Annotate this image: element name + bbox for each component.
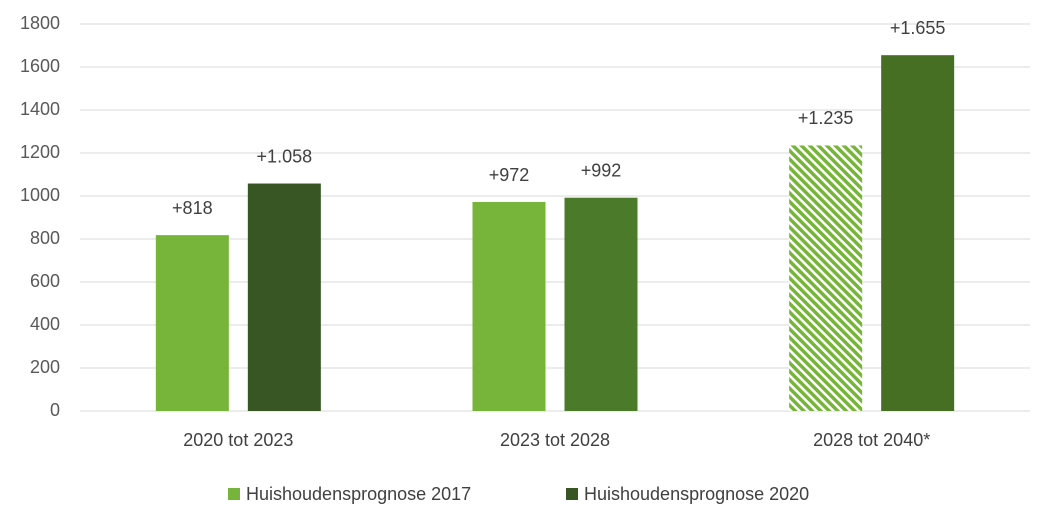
y-tick-label: 800 [30, 228, 60, 248]
y-tick-label: 1200 [20, 142, 60, 162]
data-label: +1.235 [798, 108, 854, 128]
data-label: +818 [172, 198, 213, 218]
x-tick-label: 2020 tot 2023 [183, 430, 293, 450]
y-tick-label: 600 [30, 271, 60, 291]
data-label: +1.058 [257, 146, 313, 166]
bar [472, 202, 546, 411]
data-label: +1.655 [890, 18, 946, 38]
legend-label: Huishoudensprognose 2020 [584, 484, 809, 504]
y-tick-label: 1000 [20, 185, 60, 205]
x-tick-label: 2028 tot 2040* [813, 430, 930, 450]
bar [881, 55, 955, 412]
data-label: +972 [489, 165, 530, 185]
y-tick-label: 400 [30, 314, 60, 334]
y-tick-label: 1400 [20, 99, 60, 119]
bar [247, 183, 321, 411]
y-tick-label: 1600 [20, 56, 60, 76]
y-tick-label: 200 [30, 357, 60, 377]
bar [564, 197, 638, 411]
legend-label: Huishoudensprognose 2017 [246, 484, 471, 504]
y-tick-label: 1800 [20, 13, 60, 33]
bar [789, 145, 863, 411]
bar [155, 235, 229, 411]
x-tick-label: 2023 tot 2028 [500, 430, 610, 450]
y-tick-label: 0 [50, 400, 60, 420]
data-label: +992 [581, 160, 622, 180]
legend-swatch [228, 488, 240, 500]
legend-swatch [566, 488, 578, 500]
